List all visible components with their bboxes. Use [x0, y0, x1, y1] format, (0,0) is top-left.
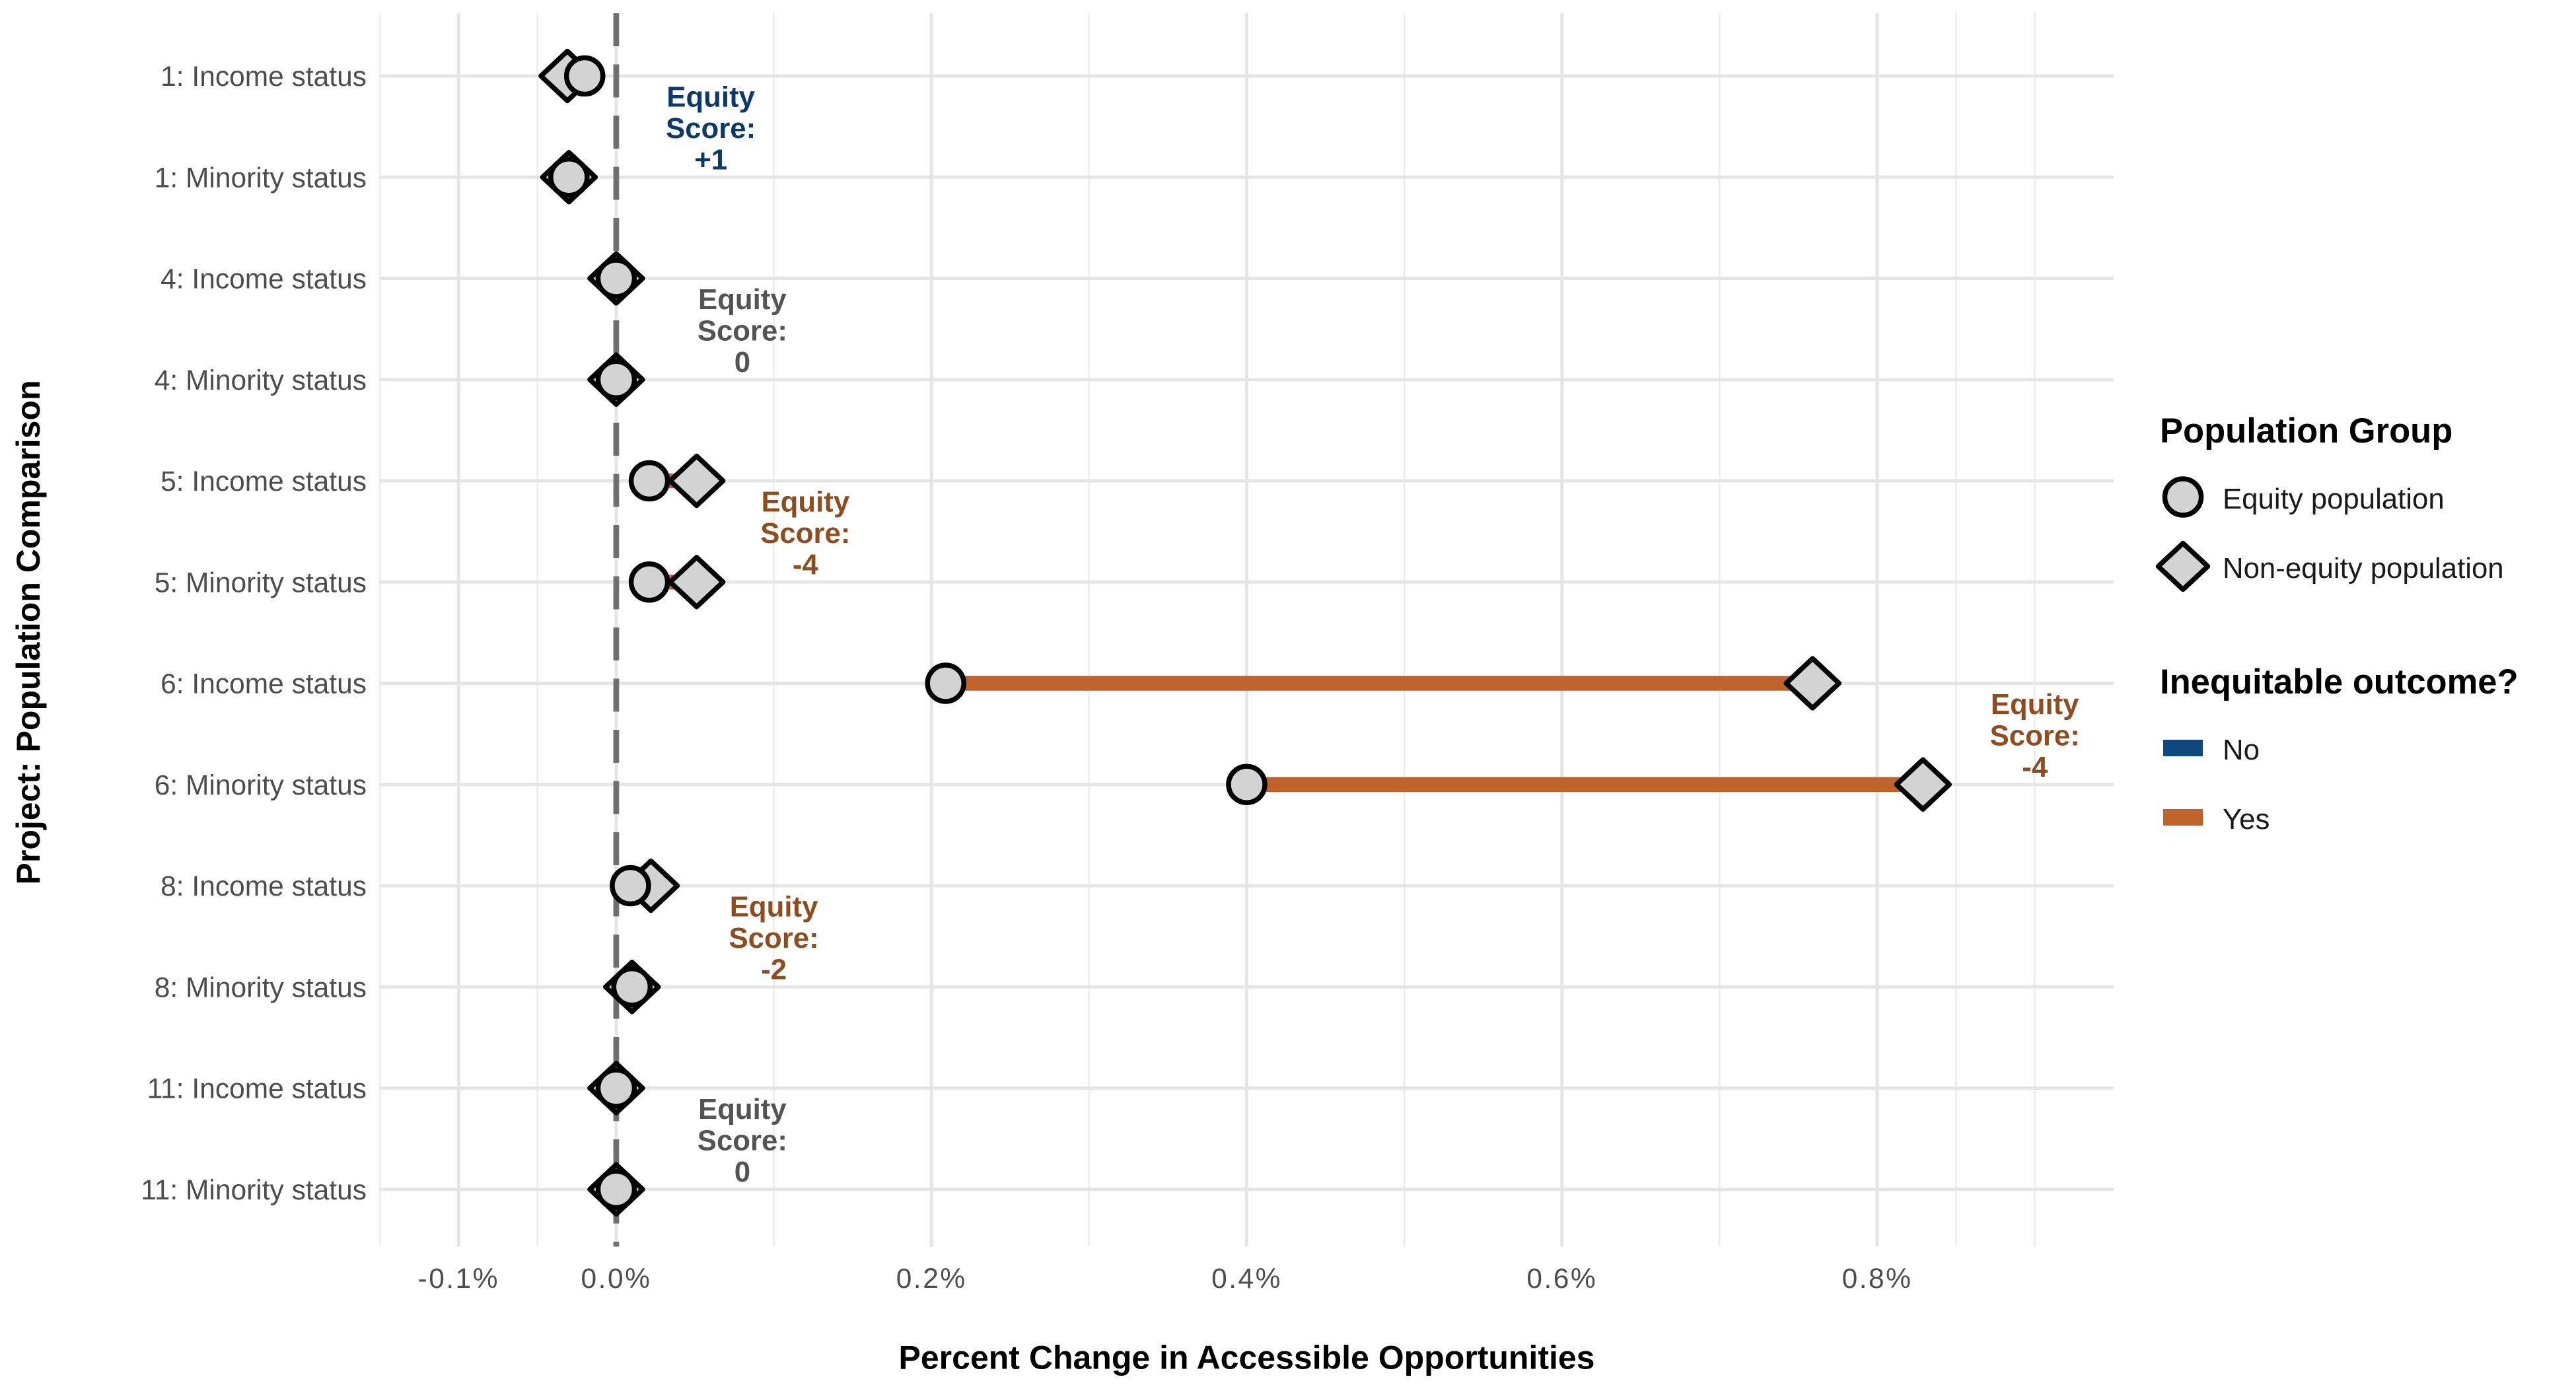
- annotation-line: Score:: [666, 112, 756, 145]
- non-equity-diamond-point: [1894, 757, 1952, 812]
- equity-circle-point: [595, 258, 637, 299]
- annotation-line: +1: [694, 144, 727, 176]
- annotation-line: Score:: [1990, 720, 2080, 752]
- equity-circle-point: [1226, 764, 1268, 806]
- x-tick-label: -0.1%: [418, 1263, 500, 1295]
- equity-circle-point: [563, 55, 606, 97]
- legend-item-no: No: [2223, 734, 2260, 766]
- non-equity-diamond-point: [667, 555, 726, 610]
- x-tick-label: 0.2%: [896, 1263, 967, 1295]
- legend: Population Group Equity population Non-e…: [2155, 411, 2519, 836]
- legend-item-yes: Yes: [2223, 803, 2270, 836]
- annotation-line: Score:: [698, 1125, 787, 1157]
- x-axis-title: Percent Change in Accessible Opportuniti…: [899, 1339, 1595, 1376]
- y-tick-label: 8: Minority status: [155, 972, 367, 1003]
- x-tick-labels: -0.1% 0.0% 0.2% 0.4% 0.6% 0.8%: [418, 1263, 1913, 1295]
- equity-circle-point: [628, 460, 670, 502]
- annotation-line: Equity: [698, 283, 787, 316]
- legend-key-yes: [2163, 809, 2203, 826]
- x-tick-label: 0.0%: [581, 1263, 652, 1295]
- non-equity-diamond-point: [1783, 656, 1842, 711]
- equity-circle-point: [595, 1067, 637, 1109]
- annotation-line: Equity: [698, 1093, 787, 1125]
- annotation-line: Equity: [666, 81, 755, 114]
- y-tick-label: 11: Minority status: [141, 1175, 367, 1206]
- data-marks: [538, 48, 1952, 1217]
- annotation-line: 0: [734, 1156, 750, 1188]
- annotation-line: Score:: [729, 922, 819, 954]
- legend-key-no: [2163, 740, 2203, 756]
- y-tick-label: 1: Minority status: [155, 162, 367, 194]
- equity-circle-point: [548, 157, 590, 198]
- annotation-line: -4: [793, 549, 819, 581]
- legend-item-non-equity: Non-equity population: [2223, 552, 2504, 585]
- equity-score-annotation: Equity Score: 0: [698, 283, 787, 378]
- annotation-line: 0: [734, 346, 750, 378]
- y-tick-label: 1: Income status: [161, 61, 367, 92]
- equity-score-annotation: Equity Score: -2: [729, 891, 819, 986]
- x-tick-label: 0.4%: [1211, 1263, 1282, 1295]
- x-tick-label: 0.6%: [1526, 1263, 1597, 1295]
- equity-score-annotation: Equity Score: -4: [1990, 688, 2080, 783]
- legend-item-equity: Equity population: [2223, 483, 2445, 515]
- legend-diamond-icon: [2155, 540, 2211, 592]
- annotation-line: Score:: [698, 315, 787, 347]
- y-tick-label: 11: Income status: [147, 1074, 367, 1105]
- y-axis-title: Project: Population Comparison: [10, 380, 47, 885]
- annotation-line: -2: [761, 954, 787, 986]
- y-tick-label: 4: Income status: [161, 264, 367, 295]
- y-tick-label: 5: Income status: [161, 466, 367, 497]
- legend-circle-icon: [2162, 476, 2204, 518]
- gridlines: [378, 13, 2114, 1247]
- annotation-line: Equity: [730, 891, 818, 923]
- non-equity-diamond-point: [667, 453, 726, 509]
- y-tick-label: 5: Minority status: [155, 567, 367, 598]
- legend-title-population-group: Population Group: [2160, 411, 2452, 450]
- y-tick-label: 6: Minority status: [155, 770, 367, 801]
- y-tick-label: 6: Income status: [161, 669, 367, 700]
- y-tick-label: 8: Income status: [161, 871, 367, 902]
- x-tick-label: 0.8%: [1842, 1263, 1913, 1295]
- equity-circle-point: [595, 359, 637, 400]
- legend-title-inequitable: Inequitable outcome?: [2160, 662, 2519, 701]
- equity-score-annotation: Equity Score: +1: [666, 81, 756, 176]
- equity-circle-point: [595, 1168, 637, 1210]
- annotation-line: Score:: [760, 517, 850, 550]
- equity-score-annotation: Equity Score: -4: [760, 486, 850, 581]
- equity-circle-point: [628, 561, 670, 603]
- annotation-line: Equity: [1991, 688, 2079, 721]
- annotation-line: -4: [2022, 751, 2048, 783]
- equity-circle-point: [611, 966, 653, 1008]
- y-tick-labels: 1: Income status 1: Minority status 4: Inc…: [141, 61, 367, 1206]
- equity-score-annotation: Equity Score: 0: [698, 1093, 787, 1188]
- y-tick-label: 4: Minority status: [155, 365, 367, 396]
- equity-circle-point: [610, 865, 651, 907]
- equity-circle-point: [925, 662, 966, 704]
- annotation-line: Equity: [761, 486, 849, 518]
